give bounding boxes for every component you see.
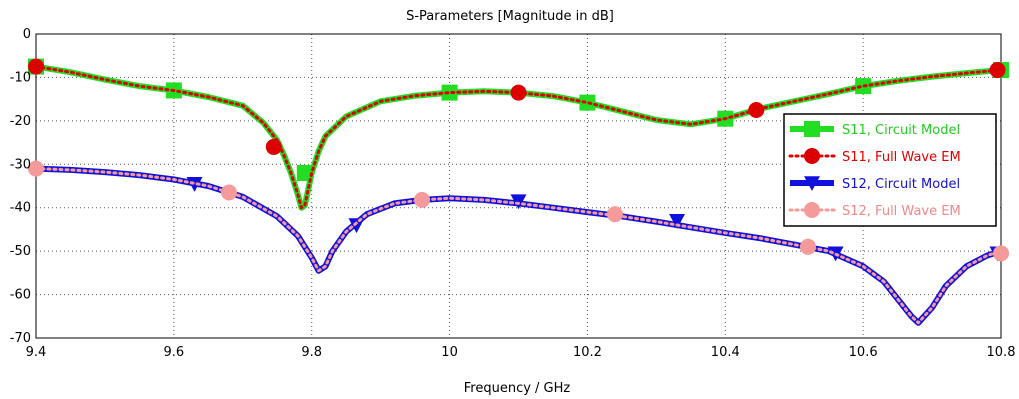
data-point-marker: [28, 58, 44, 75]
legend-item-s11-full-wave-em: S11, Full Wave EM: [788, 148, 961, 165]
x-axis-title: Frequency / GHz: [464, 381, 571, 396]
y-tick-label: -20: [10, 114, 31, 129]
data-point-marker: [221, 184, 237, 201]
y-tick-label: -70: [10, 331, 31, 346]
data-point-marker: [607, 206, 623, 223]
y-tick-label: 0: [23, 27, 31, 42]
legend-item-s12-full-wave-em: S12, Full Wave EM: [788, 202, 961, 219]
series-s12-full-wave-em: [28, 160, 1009, 325]
data-point-marker: [993, 245, 1009, 262]
data-point-marker: [800, 238, 816, 255]
data-point-marker: [510, 84, 527, 101]
legend-marker-sample: [804, 148, 820, 164]
legend-marker-sample: [804, 202, 820, 218]
chart-title: S-Parameters [Magnitude in dB]: [406, 9, 614, 24]
x-tick-label: 10: [441, 345, 458, 360]
x-tick-label: 10.6: [849, 345, 878, 360]
y-tick-label: -30: [10, 157, 31, 172]
tick-labels: 9.4 9.6 9.8 10 10.2 10.4 10.6 10.8 0 -10 -20 -30 -40…: [10, 27, 1016, 360]
data-point-marker: [989, 62, 1006, 79]
data-point-marker: [28, 160, 44, 177]
legend-item-s12-circuit-model: S12, Circuit Model: [790, 176, 960, 192]
data-point-marker: [265, 138, 282, 155]
data-point-marker: [348, 218, 365, 234]
data-point-marker: [441, 84, 458, 101]
series-s11-full-wave-em: [28, 58, 1006, 210]
data-point-marker: [669, 213, 686, 229]
y-tick-label: -10: [10, 70, 31, 85]
y-tick-label: -50: [10, 244, 31, 259]
data-point-marker: [186, 177, 203, 192]
legend-label: S11, Circuit Model: [842, 123, 960, 138]
x-tick-label: 9.8: [301, 345, 322, 360]
data-point-marker: [579, 94, 596, 111]
x-tick-label: 10.4: [711, 345, 740, 360]
y-tick-label: -40: [10, 201, 31, 216]
data-point-marker: [296, 164, 313, 181]
legend-marker-sample: [804, 121, 820, 137]
series-layer: [28, 58, 1009, 326]
legend-marker-sample: [804, 176, 820, 191]
y-tick-label: -60: [10, 288, 31, 303]
x-tick-label: 9.6: [164, 345, 185, 360]
legend-item-s11-circuit-model: S11, Circuit Model: [790, 121, 960, 138]
data-point-marker: [414, 191, 430, 208]
series-line: [34, 65, 1003, 210]
plot-frame: [35, 33, 1002, 339]
plot-border: [35, 33, 1002, 339]
data-point-marker: [510, 194, 527, 210]
legend-label: S11, Full Wave EM: [842, 150, 961, 165]
x-tick-label: 10.2: [573, 345, 602, 360]
x-tick-label: 9.4: [26, 345, 47, 360]
series-line: [34, 167, 1003, 325]
legend: S11, Circuit Model S11, Full Wave EM S12, …: [783, 113, 997, 227]
legend-label: S12, Circuit Model: [842, 177, 960, 192]
x-tick-label: 10.8: [987, 345, 1016, 360]
legend-label: S12, Full Wave EM: [842, 204, 961, 219]
data-point-marker: [748, 102, 765, 118]
